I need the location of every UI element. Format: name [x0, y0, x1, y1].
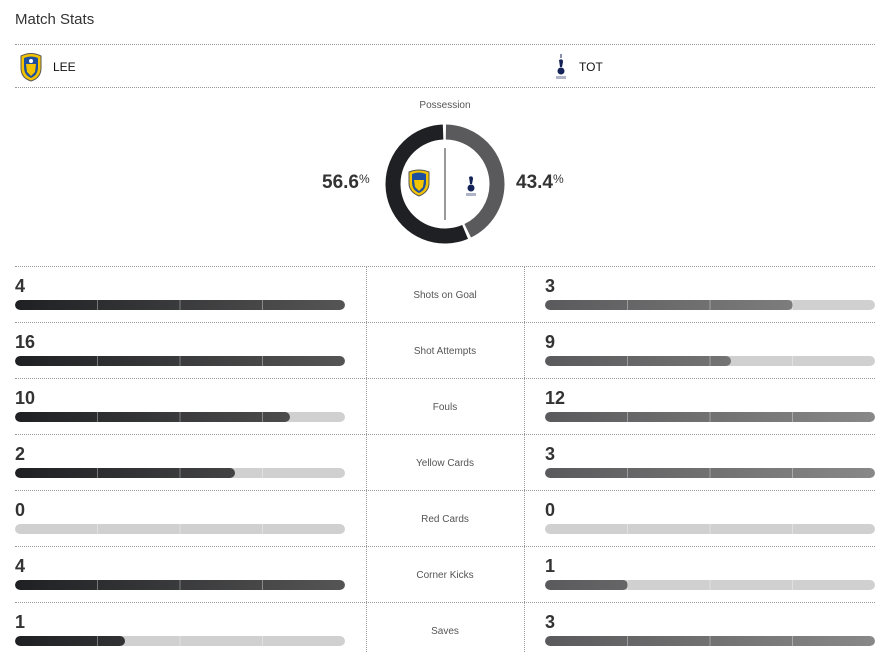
divider [524, 490, 525, 546]
stat-row: 4 Corner Kicks 1 [15, 546, 875, 602]
home-stat-bar [15, 636, 345, 646]
away-stat-bar [545, 468, 875, 478]
tottenham-crest-icon [466, 176, 476, 196]
stat-row: 2 Yellow Cards 3 [15, 434, 875, 490]
stat-name: Shot Attempts [413, 346, 477, 357]
away-stat-bar-fill [545, 468, 875, 478]
home-stat-bar [15, 468, 345, 478]
away-stat-value: 0 [545, 500, 556, 520]
away-stat-bar [545, 300, 875, 310]
home-stat-bar [15, 412, 345, 422]
divider [366, 546, 367, 602]
home-stat-value: 0 [15, 500, 26, 520]
home-stat-bar-fill [15, 356, 345, 366]
home-stat-bar-fill [15, 468, 235, 478]
home-stat-bar-fill [15, 636, 125, 646]
divider [15, 602, 875, 603]
home-stat-value: 1 [15, 612, 26, 632]
divider [524, 546, 525, 602]
divider [15, 87, 875, 88]
divider [366, 378, 367, 434]
away-possession-arc [385, 124, 505, 244]
section-title: Match Stats [15, 11, 95, 28]
divider [366, 490, 367, 546]
away-team-abbr: TOT [579, 60, 603, 74]
home-possession: 56.6% [322, 172, 370, 193]
away-stat-value: 9 [545, 332, 556, 352]
away-stat-bar [545, 524, 875, 534]
home-stat-bar [15, 300, 345, 310]
away-stat-value: 3 [545, 444, 556, 464]
stat-name: Fouls [432, 402, 458, 413]
away-stat-bar-fill [545, 300, 793, 310]
away-stat-bar-fill [545, 636, 875, 646]
divider [15, 266, 875, 267]
home-stat-value: 10 [15, 388, 36, 408]
stat-row: 10 Fouls 12 [15, 378, 875, 434]
away-stat-bar-fill [545, 412, 875, 422]
divider [524, 266, 525, 322]
divider [524, 322, 525, 378]
home-stat-bar [15, 580, 345, 590]
divider [15, 546, 875, 547]
stat-row: 16 Shot Attempts 9 [15, 322, 875, 378]
home-stat-value: 4 [15, 556, 26, 576]
divider [15, 322, 875, 323]
home-team-abbr: LEE [53, 60, 76, 74]
away-team: TOT [553, 52, 603, 82]
away-stat-bar-fill [545, 356, 731, 366]
stat-name: Yellow Cards [416, 458, 474, 469]
home-team: LEE [19, 52, 76, 82]
divider [366, 322, 367, 378]
divider [15, 490, 875, 491]
divider [366, 602, 367, 653]
stat-name: Shots on Goal [413, 290, 477, 301]
home-stat-bar [15, 356, 345, 366]
divider [15, 378, 875, 379]
leeds-crest-icon [20, 53, 42, 82]
leeds-crest-icon [408, 169, 430, 197]
away-stat-bar [545, 356, 875, 366]
stat-row: 1 Saves 3 [15, 602, 875, 653]
home-possession-arc [385, 124, 505, 244]
divider [524, 378, 525, 434]
divider [15, 44, 875, 45]
away-stat-bar-fill [545, 580, 628, 590]
stat-name: Corner Kicks [416, 570, 474, 581]
away-stat-value: 12 [545, 388, 566, 408]
home-stat-value: 4 [15, 276, 26, 296]
divider [524, 434, 525, 490]
away-stat-value: 1 [545, 556, 556, 576]
stat-row: 4 Shots on Goal 3 [15, 266, 875, 322]
home-stat-bar-fill [15, 300, 345, 310]
away-possession: 43.4% [516, 172, 564, 193]
home-stat-bar-fill [15, 412, 290, 422]
away-stat-value: 3 [545, 276, 556, 296]
possession-donut-chart [385, 124, 505, 244]
divider [366, 266, 367, 322]
away-stat-bar [545, 580, 875, 590]
away-stat-bar [545, 636, 875, 646]
home-stat-value: 16 [15, 332, 36, 352]
home-stat-bar-fill [15, 580, 345, 590]
stat-name: Saves [431, 626, 459, 637]
stat-row: 0 Red Cards 0 [15, 490, 875, 546]
away-stat-bar [545, 412, 875, 422]
home-stat-bar [15, 524, 345, 534]
divider [366, 434, 367, 490]
divider [524, 602, 525, 653]
tottenham-crest-icon [556, 54, 566, 79]
home-stat-value: 2 [15, 444, 26, 464]
stat-name: Red Cards [421, 514, 469, 525]
divider [15, 434, 875, 435]
away-stat-value: 3 [545, 612, 556, 632]
possession-label: Possession [419, 100, 471, 111]
